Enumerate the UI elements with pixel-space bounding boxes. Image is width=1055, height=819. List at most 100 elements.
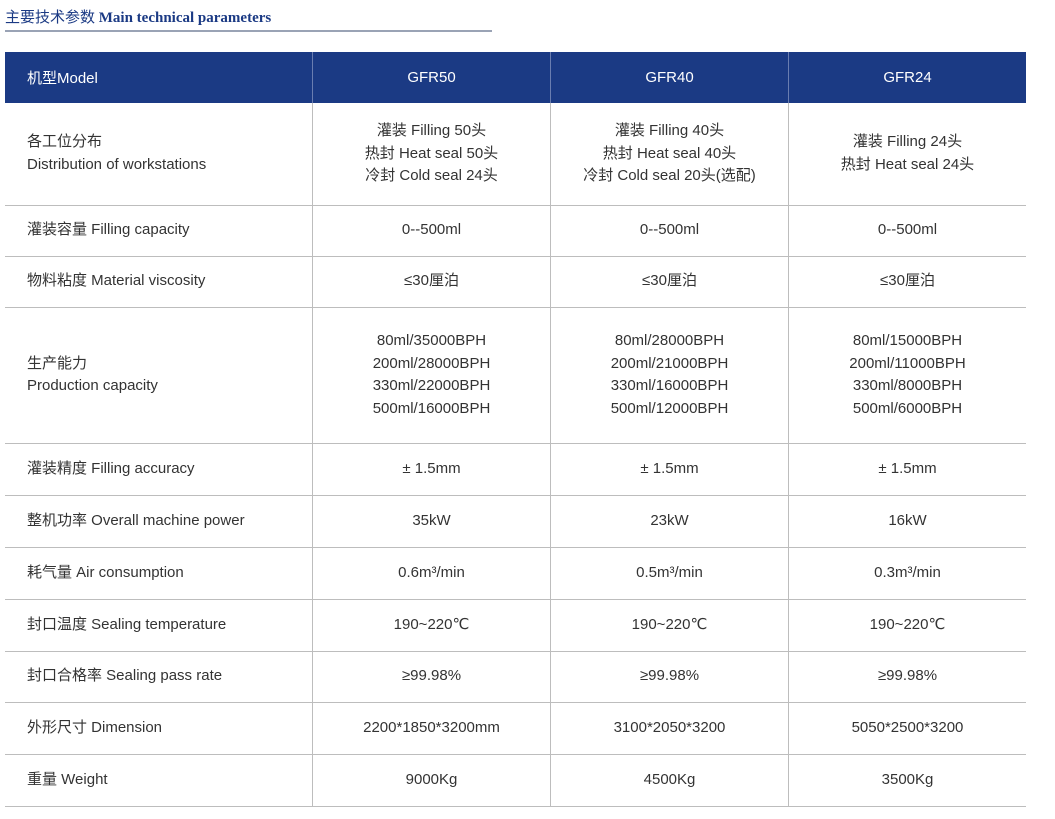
cell-line: 热封 Heat seal 24头	[840, 155, 975, 173]
cell-line: 热封 Heat seal 40头	[602, 144, 737, 162]
row-label: 外形尺寸 Dimension	[5, 702, 313, 755]
value-cell: 3100*2050*3200	[550, 702, 789, 755]
cell-line: 500ml/6000BPH	[852, 399, 963, 417]
table-row: 耗气量 Air consumption 0.6m³/min 0.5m³/min 0.3…	[5, 547, 1026, 600]
value-cell: 0.6m³/min	[312, 547, 551, 600]
cell-line: 耗气量 Air consumption	[27, 563, 184, 581]
title-en: Main technical parameters	[98, 10, 272, 26]
value-cell: 80ml/35000BPH 200ml/28000BPH 330ml/22000BP…	[312, 307, 551, 444]
cell-line: 重量 Weight	[27, 770, 108, 788]
value-cell: 3500Kg	[788, 754, 1026, 807]
table-header-row: 机型Model GFR50 GFR40 GFR24	[5, 52, 1026, 103]
value-cell: ≤30厘泊	[312, 256, 551, 308]
cell-line: ± 1.5mm	[402, 459, 461, 477]
value-cell: ≥99.98%	[550, 651, 789, 703]
value-cell: 5050*2500*3200	[788, 702, 1026, 755]
header-gfr40: GFR40	[550, 52, 789, 103]
cell-line: ≤30厘泊	[404, 272, 459, 290]
cell-line: 80ml/15000BPH	[852, 332, 963, 349]
cell-line: 冷封 Cold seal 20头(选配)	[583, 167, 756, 184]
cell-line: 0--500ml	[877, 221, 938, 239]
value-cell: 190~220℃	[788, 599, 1026, 652]
cell-line: 3100*2050*3200	[613, 718, 726, 736]
table-row: 物料粘度 Material viscosity ≤30厘泊 ≤30厘泊 ≤30厘泊	[5, 256, 1026, 308]
row-label: 整机功率 Overall machine power	[5, 495, 313, 548]
value-cell: ≤30厘泊	[788, 256, 1026, 308]
table-row: 整机功率 Overall machine power 35kW 23kW 16kW	[5, 495, 1026, 548]
value-cell: ± 1.5mm	[312, 443, 551, 496]
cell-line: 330ml/8000BPH	[852, 377, 963, 394]
cell-line: Production capacity	[27, 377, 158, 394]
cell-line: 外形尺寸 Dimension	[27, 718, 163, 736]
row-label: 物料粘度 Material viscosity	[5, 256, 313, 308]
value-cell: ≥99.98%	[312, 651, 551, 703]
cell-line: ± 1.5mm	[878, 459, 937, 477]
cell-line: 500ml/12000BPH	[610, 399, 729, 417]
cell-line: 190~220℃	[393, 615, 470, 633]
row-label: 灌装精度 Filling accuracy	[5, 443, 313, 496]
cell-line: 整机功率 Overall machine power	[27, 511, 245, 529]
row-label: 灌装容量 Filling capacity	[5, 205, 313, 257]
table-row: 灌装容量 Filling capacity 0--500ml 0--500ml 0--…	[5, 205, 1026, 257]
value-cell: 0.5m³/min	[550, 547, 789, 600]
table-row: 灌装精度 Filling accuracy ± 1.5mm ± 1.5mm ± 1.5…	[5, 443, 1026, 496]
table-row: 外形尺寸 Dimension 2200*1850*3200mm 3100*2050*…	[5, 702, 1026, 755]
value-cell: 4500Kg	[550, 754, 789, 807]
row-label: 各工位分布 Distribution of workstations	[5, 103, 313, 206]
cell-line: ≤30厘泊	[642, 272, 697, 290]
cell-line: 23kW	[650, 511, 689, 529]
cell-line: 80ml/35000BPH	[376, 332, 487, 349]
row-label: 重量 Weight	[5, 754, 313, 807]
value-cell: 80ml/15000BPH 200ml/11000BPH 330ml/8000BPH…	[788, 307, 1026, 444]
title-cn: 主要技术参数	[5, 10, 96, 26]
cell-line: 热封 Heat seal 50头	[364, 144, 499, 162]
parameters-table: 机型Model GFR50 GFR40 GFR24 各工位分布 Distribut…	[5, 52, 1026, 807]
value-cell: ± 1.5mm	[788, 443, 1026, 496]
value-cell: 0--500ml	[550, 205, 789, 257]
title-divider	[5, 30, 492, 32]
value-cell: 190~220℃	[550, 599, 789, 652]
value-cell: ≥99.98%	[788, 651, 1026, 703]
cell-line: ≤30厘泊	[880, 272, 935, 290]
table-row: 各工位分布 Distribution of workstations 灌装 Fill…	[5, 103, 1026, 206]
value-cell: 0.3m³/min	[788, 547, 1026, 600]
value-cell: 190~220℃	[312, 599, 551, 652]
value-cell: 16kW	[788, 495, 1026, 548]
value-cell: 0--500ml	[788, 205, 1026, 257]
value-cell: 35kW	[312, 495, 551, 548]
cell-line: 500ml/16000BPH	[372, 399, 491, 417]
cell-line: ≥99.98%	[401, 667, 462, 685]
cell-line: 灌装 Filling 24头	[852, 133, 963, 151]
row-label: 封口合格率 Sealing pass rate	[5, 651, 313, 703]
cell-line: 200ml/21000BPH	[610, 354, 729, 372]
table-row: 重量 Weight 9000Kg 4500Kg 3500Kg	[5, 754, 1026, 807]
cell-line: 16kW	[888, 511, 927, 529]
row-label: 封口温度 Sealing temperature	[5, 599, 313, 652]
cell-line: 0--500ml	[639, 221, 700, 239]
table-row: 封口温度 Sealing temperature 190~220℃ 190~220℃…	[5, 599, 1026, 652]
cell-line: 4500Kg	[643, 770, 696, 788]
value-cell: ≤30厘泊	[550, 256, 789, 308]
header-gfr24: GFR24	[788, 52, 1026, 103]
value-cell: 0--500ml	[312, 205, 551, 257]
cell-line: ± 1.5mm	[640, 459, 699, 477]
cell-line: 0--500ml	[401, 221, 462, 239]
header-gfr50: GFR50	[312, 52, 551, 103]
cell-line: 200ml/28000BPH	[372, 354, 491, 372]
value-cell: 80ml/28000BPH 200ml/21000BPH 330ml/16000BP…	[550, 307, 789, 444]
cell-line: 190~220℃	[631, 615, 708, 633]
cell-line: 190~220℃	[869, 615, 946, 633]
value-cell: 2200*1850*3200mm	[312, 702, 551, 755]
cell-line: 0.3m³/min	[874, 563, 941, 581]
table-row: 生产能力 Production capacity 80ml/35000BPH 200m…	[5, 307, 1026, 444]
cell-line: 3500Kg	[881, 770, 934, 788]
cell-line: 灌装精度 Filling accuracy	[27, 459, 195, 477]
section-title: 主要技术参数 Main technical parameters	[5, 6, 271, 27]
cell-line: 5050*2500*3200	[851, 718, 964, 736]
value-cell: 9000Kg	[312, 754, 551, 807]
cell-line: 灌装 Filling 40头	[614, 122, 725, 139]
row-label: 生产能力 Production capacity	[5, 307, 313, 444]
cell-line: 330ml/22000BPH	[372, 377, 491, 394]
cell-line: Distribution of workstations	[27, 155, 207, 173]
cell-line: 冷封 Cold seal 24头	[365, 167, 498, 184]
